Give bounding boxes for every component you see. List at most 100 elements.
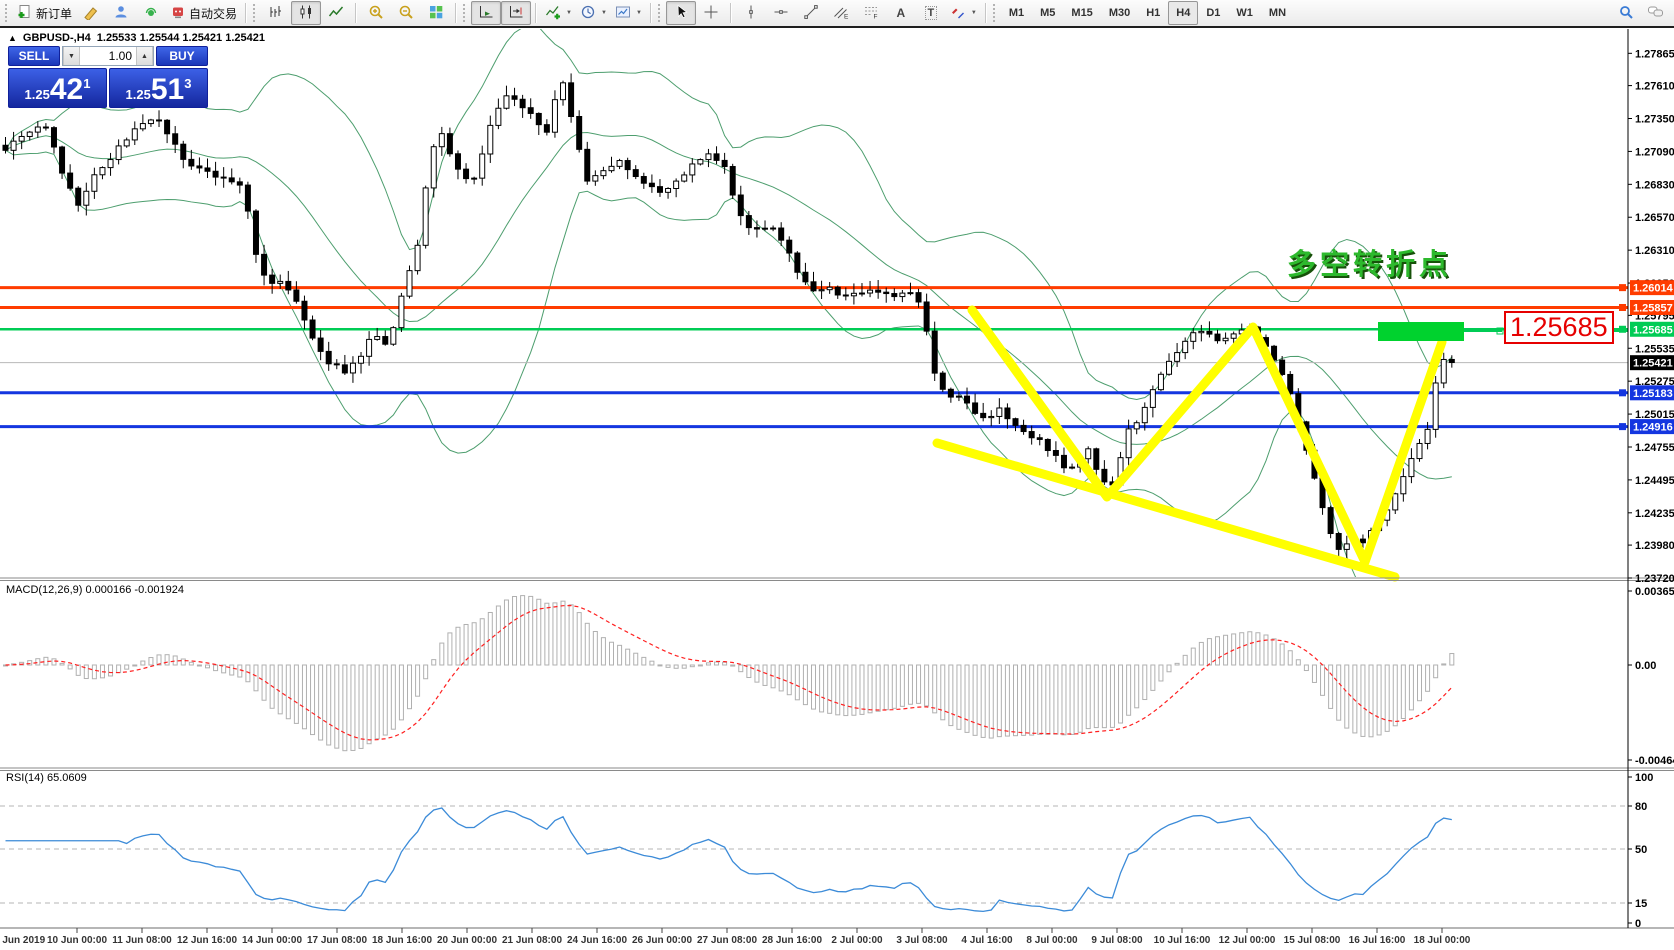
svg-text:0.00: 0.00 <box>1635 660 1656 672</box>
styles-button[interactable] <box>76 1 106 25</box>
zoom-in-icon <box>368 4 384 23</box>
templates-icon <box>615 4 631 23</box>
timeframe-button-m5[interactable]: M5 <box>1040 7 1056 19</box>
yellow-trendline[interactable] <box>932 438 1400 582</box>
toolbar-grip[interactable] <box>657 4 662 22</box>
autotrading-label: 自动交易 <box>189 6 238 21</box>
yellow-zigzag[interactable] <box>967 305 1447 567</box>
yellow-annotations[interactable] <box>932 305 1447 582</box>
timeframe-button-w1[interactable]: W1 <box>1236 7 1253 19</box>
volume-input[interactable] <box>80 47 136 65</box>
cursor-arrow-icon <box>673 4 689 23</box>
toolbar-separator <box>649 3 652 23</box>
arrows-tool-button[interactable]: ▼ <box>946 1 981 25</box>
svg-text:27 Jun 08:00: 27 Jun 08:00 <box>697 935 757 946</box>
vertical-line-button[interactable] <box>736 1 766 25</box>
cursor-button[interactable] <box>665 1 696 25</box>
toolbar-separator <box>245 3 248 23</box>
volume-increase-button[interactable]: ▲ <box>136 47 153 65</box>
bar-chart-button[interactable] <box>261 1 291 25</box>
toolbar-grip[interactable] <box>992 4 997 22</box>
timeframe-button-m1[interactable]: M1 <box>1008 7 1025 19</box>
green-highlight-box[interactable] <box>1378 322 1464 341</box>
crosshair-button[interactable] <box>696 1 726 25</box>
chat-icon <box>1647 4 1665 23</box>
chart-header: ▲ GBPUSD-,H4 1.25533 1.25544 1.25421 1.2… <box>8 32 265 44</box>
autotrading-button[interactable]: 自动交易 <box>166 1 241 25</box>
chat-button[interactable] <box>1641 1 1671 25</box>
text-label-tool-button[interactable]: T <box>916 1 946 25</box>
toolbar-grip[interactable] <box>253 4 257 22</box>
zoom-out-button[interactable] <box>391 1 421 25</box>
timeframe-button-m30[interactable]: M30 <box>1108 7 1131 19</box>
svg-text:21 Jun 08:00: 21 Jun 08:00 <box>502 935 562 946</box>
trendline-button[interactable] <box>796 1 826 25</box>
horizontal-line-button[interactable] <box>766 1 796 25</box>
toolbar: 新订单 自动交易 ▼ ▼ ▼ E <box>0 0 1674 28</box>
candlestick-chart-button[interactable] <box>291 1 322 25</box>
volume-box: ▼ ▲ <box>62 46 154 66</box>
one-click-trading-panel: SELL ▼ ▲ BUY 1.25 42 1 1.25 51 3 <box>8 46 208 108</box>
indicators-button[interactable]: ▼ <box>541 1 576 25</box>
timeframe-button-mn[interactable]: MN <box>1268 7 1287 19</box>
timeframe-button-h4[interactable]: H4 <box>1168 1 1199 25</box>
toolbar-separator <box>729 3 732 23</box>
profile-button[interactable] <box>106 1 136 25</box>
rsi-line <box>5 807 1452 912</box>
toolbar-grip[interactable] <box>5 4 9 22</box>
timeframe-button-m15[interactable]: M15 <box>1071 7 1093 19</box>
chart-shift-icon <box>508 4 524 23</box>
ohlc-values: 1.25533 1.25544 1.25421 1.25421 <box>96 32 265 44</box>
search-button[interactable] <box>1611 1 1641 25</box>
signals-button[interactable] <box>136 1 166 25</box>
text-tool-icon: A <box>896 6 906 20</box>
timeframe-button-d1[interactable]: D1 <box>1206 7 1221 19</box>
svg-text:3 Jul 08:00: 3 Jul 08:00 <box>896 935 948 946</box>
new-order-button[interactable]: 新订单 <box>13 1 76 25</box>
svg-text:28 Jun 16:00: 28 Jun 16:00 <box>762 935 822 946</box>
periods-button[interactable]: ▼ <box>576 1 611 25</box>
svg-text:1.27090: 1.27090 <box>1635 146 1674 158</box>
bar-chart-icon <box>268 4 284 23</box>
macd-pane <box>3 595 1455 752</box>
auto-scroll-button[interactable] <box>471 1 502 25</box>
buy-price-button[interactable]: 1.25 51 3 <box>109 68 208 108</box>
turning-point-annotation[interactable]: 多空转折点 <box>1287 249 1453 281</box>
indicator-axis: 0.003658 0.00 -0.004645 100 80 50 15 0 <box>1628 586 1674 930</box>
svg-text:26 Jun 00:00: 26 Jun 00:00 <box>632 935 692 946</box>
toolbar-separator <box>984 3 987 23</box>
svg-text:-0.004645: -0.004645 <box>1635 755 1674 767</box>
signal-icon <box>143 4 159 23</box>
sell-price-button[interactable]: 1.25 42 1 <box>8 68 107 108</box>
svg-text:9 Jul 08:00: 9 Jul 08:00 <box>1091 935 1143 946</box>
toolbar-grip[interactable] <box>463 4 467 22</box>
templates-button[interactable]: ▼ <box>611 1 646 25</box>
timeframe-button-h1[interactable]: H1 <box>1146 7 1161 19</box>
price-callout-label[interactable]: 1.25685 <box>1504 311 1614 344</box>
line-chart-button[interactable] <box>321 1 351 25</box>
collapse-panel-icon[interactable]: ▲ <box>8 33 17 43</box>
svg-text:1.26014: 1.26014 <box>1633 283 1674 295</box>
dropdown-caret-icon: ▼ <box>635 10 642 16</box>
tile-windows-icon <box>428 4 444 23</box>
volume-decrease-button[interactable]: ▼ <box>63 47 80 65</box>
timeframe-toolbar: M1 M5 M15 M30 H1 H4 D1 W1 MN <box>1001 1 1294 25</box>
buy-button[interactable]: BUY <box>156 46 208 66</box>
sell-button[interactable]: SELL <box>8 46 60 66</box>
svg-text:1.25857: 1.25857 <box>1633 302 1673 314</box>
equidistant-channel-button[interactable]: E <box>826 1 856 25</box>
zoom-in-button[interactable] <box>361 1 391 25</box>
tile-windows-button[interactable] <box>421 1 451 25</box>
crayon-icon <box>83 4 99 23</box>
auto-scroll-icon <box>478 4 494 23</box>
chart-shift-button[interactable] <box>501 1 532 25</box>
text-tool-button[interactable]: A <box>886 1 916 25</box>
macd-signal-line <box>5 604 1453 741</box>
svg-text:18 Jun 16:00: 18 Jun 16:00 <box>372 935 432 946</box>
buy-price-big: 51 <box>150 73 185 106</box>
fibonacci-button[interactable]: F <box>856 1 886 25</box>
svg-text:80: 80 <box>1635 801 1647 813</box>
support-resistance-lines[interactable] <box>0 286 1628 429</box>
